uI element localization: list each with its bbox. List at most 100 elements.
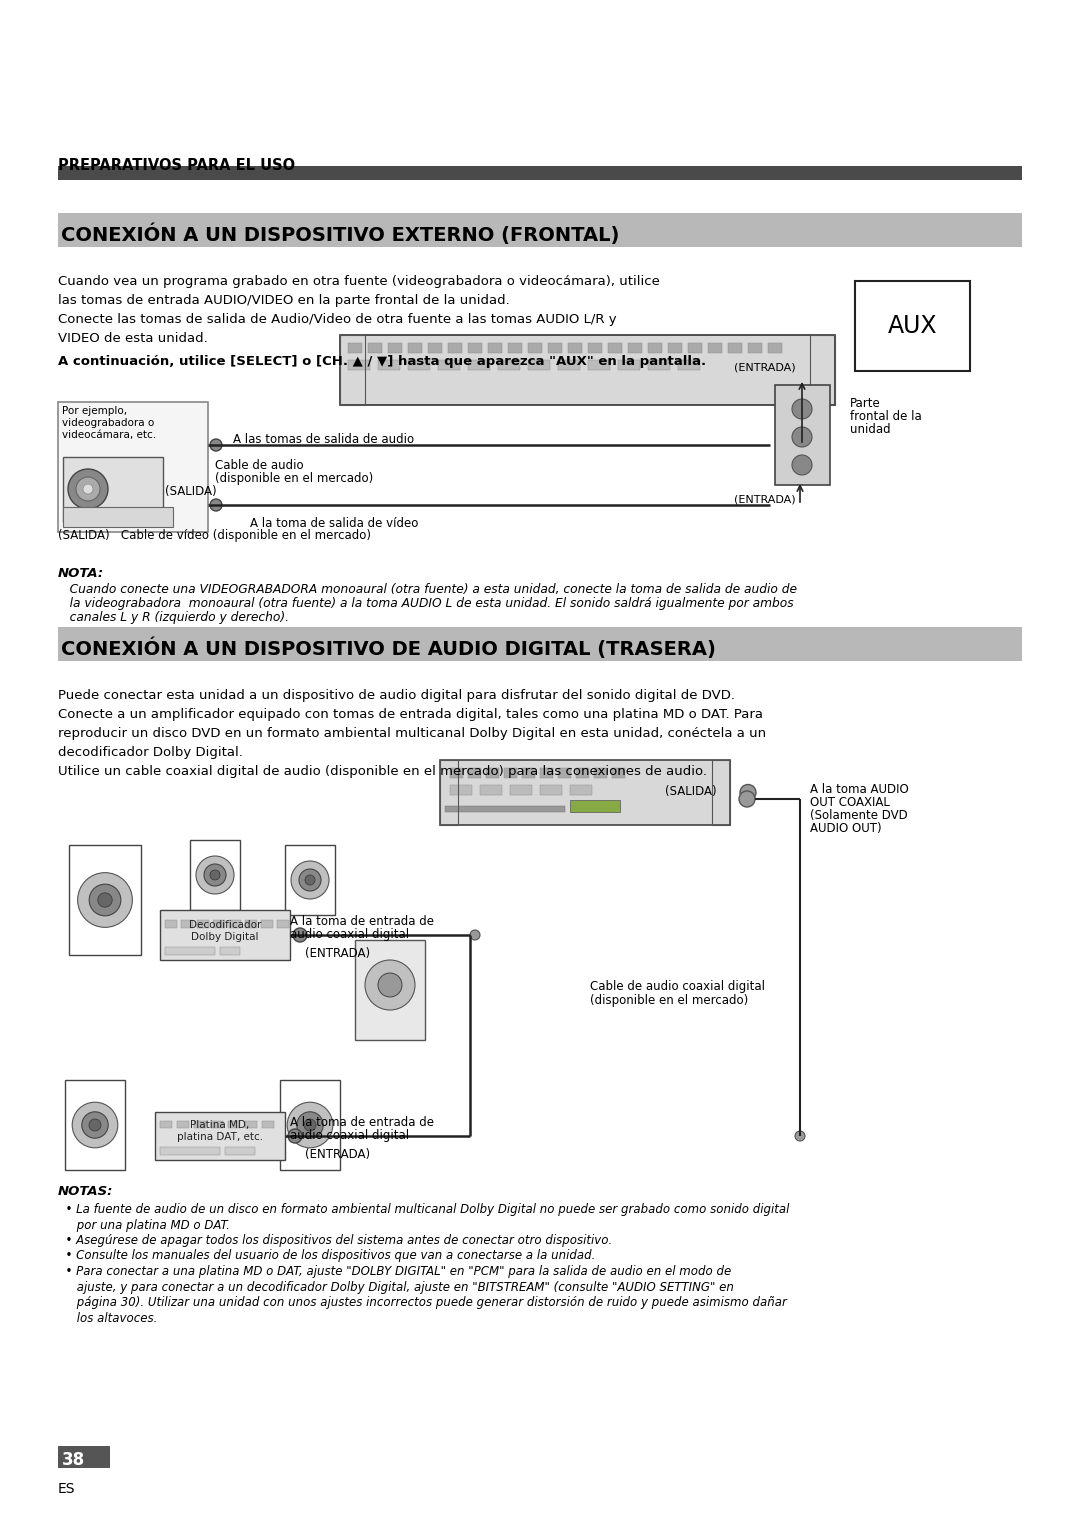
Text: audio coaxial digital: audio coaxial digital bbox=[291, 1129, 409, 1141]
Bar bbox=[378, 361, 400, 370]
Bar bbox=[448, 342, 462, 353]
Circle shape bbox=[72, 1102, 118, 1148]
Bar bbox=[568, 342, 582, 353]
Bar bbox=[229, 920, 241, 927]
Text: 38: 38 bbox=[62, 1452, 85, 1468]
Bar bbox=[58, 626, 1022, 662]
Text: (disponible en el mercado): (disponible en el mercado) bbox=[590, 995, 748, 1007]
Bar bbox=[810, 335, 835, 405]
Circle shape bbox=[82, 1112, 108, 1138]
Circle shape bbox=[305, 876, 315, 885]
Bar bbox=[190, 840, 240, 911]
Text: Cuando vea un programa grabado en otra fuente (videograbadora o videocámara), ut: Cuando vea un programa grabado en otra f… bbox=[58, 275, 660, 287]
Bar bbox=[58, 167, 1022, 180]
Bar bbox=[486, 769, 499, 778]
Circle shape bbox=[210, 869, 220, 880]
Text: AUX: AUX bbox=[888, 313, 937, 338]
Circle shape bbox=[98, 892, 112, 908]
Bar bbox=[58, 402, 208, 532]
Circle shape bbox=[293, 927, 307, 941]
Bar bbox=[285, 845, 335, 915]
Circle shape bbox=[299, 869, 321, 891]
Bar bbox=[388, 342, 402, 353]
Text: CONEXIÓN A UN DISPOSITIVO DE AUDIO DIGITAL (TRASERA): CONEXIÓN A UN DISPOSITIVO DE AUDIO DIGIT… bbox=[60, 637, 716, 659]
Text: (disponible en el mercado): (disponible en el mercado) bbox=[215, 472, 374, 484]
Circle shape bbox=[204, 863, 226, 886]
Text: la videograbadora  monoaural (otra fuente) a la toma AUDIO L de esta unidad. El : la videograbadora monoaural (otra fuente… bbox=[58, 597, 794, 610]
Bar bbox=[468, 361, 490, 370]
Bar bbox=[618, 361, 640, 370]
Circle shape bbox=[76, 477, 100, 501]
Circle shape bbox=[378, 973, 402, 996]
Bar bbox=[558, 361, 580, 370]
Bar bbox=[245, 1122, 257, 1128]
Bar bbox=[262, 1122, 274, 1128]
Bar bbox=[194, 1122, 206, 1128]
Bar bbox=[712, 759, 730, 825]
Bar bbox=[440, 759, 730, 825]
Text: OUT COAXIAL: OUT COAXIAL bbox=[810, 796, 890, 808]
Text: página 30). Utilizar una unidad con unos ajustes incorrectos puede generar disto: página 30). Utilizar una unidad con unos… bbox=[58, 1296, 787, 1309]
Bar bbox=[340, 335, 365, 405]
Bar bbox=[540, 785, 562, 795]
Text: CONEXIÓN A UN DISPOSITIVO EXTERNO (FRONTAL): CONEXIÓN A UN DISPOSITIVO EXTERNO (FRONT… bbox=[60, 223, 619, 244]
Bar bbox=[348, 342, 362, 353]
Text: Puede conectar esta unidad a un dispositivo de audio digital para disfrutar del : Puede conectar esta unidad a un disposit… bbox=[58, 689, 735, 701]
Bar bbox=[450, 785, 472, 795]
Circle shape bbox=[792, 426, 812, 448]
Text: Cable de audio coaxial digital: Cable de audio coaxial digital bbox=[590, 979, 765, 993]
Bar bbox=[58, 1445, 110, 1468]
Text: ES: ES bbox=[58, 1482, 76, 1496]
Text: reproducir un disco DVD en un formato ambiental multicanal Dolby Digital en esta: reproducir un disco DVD en un formato am… bbox=[58, 727, 766, 740]
Text: • Consulte los manuales del usuario de los dispositivos que van a conectarse a l: • Consulte los manuales del usuario de l… bbox=[58, 1250, 595, 1262]
Text: canales L y R (izquierdo y derecho).: canales L y R (izquierdo y derecho). bbox=[58, 611, 289, 623]
Bar bbox=[156, 1112, 285, 1160]
Text: NOTA:: NOTA: bbox=[58, 567, 104, 581]
Circle shape bbox=[78, 872, 133, 927]
Bar bbox=[480, 785, 502, 795]
Circle shape bbox=[287, 1102, 333, 1148]
Circle shape bbox=[470, 931, 480, 940]
Text: (SALIDA): (SALIDA) bbox=[165, 484, 217, 498]
Bar bbox=[708, 342, 723, 353]
Text: (SALIDA)   Cable de vídeo (disponible en el mercado): (SALIDA) Cable de vídeo (disponible en e… bbox=[58, 529, 372, 542]
Bar bbox=[197, 920, 210, 927]
Bar bbox=[440, 759, 730, 825]
Bar bbox=[540, 769, 553, 778]
Bar bbox=[688, 342, 702, 353]
Text: A la toma de salida de vídeo: A la toma de salida de vídeo bbox=[249, 516, 418, 530]
Text: por una platina MD o DAT.: por una platina MD o DAT. bbox=[58, 1218, 230, 1232]
Text: A las tomas de salida de audio: A las tomas de salida de audio bbox=[233, 432, 414, 446]
Text: Dolby Digital: Dolby Digital bbox=[191, 932, 259, 941]
Bar bbox=[220, 947, 240, 955]
Circle shape bbox=[795, 1131, 805, 1141]
Bar bbox=[65, 1080, 125, 1170]
Circle shape bbox=[195, 856, 234, 894]
Text: (SALIDA): (SALIDA) bbox=[665, 785, 717, 798]
Bar bbox=[648, 361, 670, 370]
Bar bbox=[445, 805, 565, 811]
Text: (Solamente DVD: (Solamente DVD bbox=[810, 808, 908, 822]
Bar bbox=[69, 845, 141, 955]
Text: A la toma AUDIO: A la toma AUDIO bbox=[810, 782, 908, 796]
Bar bbox=[165, 920, 177, 927]
Bar bbox=[678, 361, 700, 370]
Bar bbox=[528, 361, 550, 370]
Bar bbox=[468, 342, 482, 353]
Text: VIDEO de esta unidad.: VIDEO de esta unidad. bbox=[58, 332, 207, 345]
Text: Por ejemplo,: Por ejemplo, bbox=[62, 406, 127, 416]
Text: NOTAS:: NOTAS: bbox=[58, 1186, 113, 1198]
Bar bbox=[213, 920, 225, 927]
Bar bbox=[261, 920, 273, 927]
Bar bbox=[588, 361, 610, 370]
Text: las tomas de entrada AUDIO/VIDEO en la parte frontal de la unidad.: las tomas de entrada AUDIO/VIDEO en la p… bbox=[58, 293, 510, 307]
Bar bbox=[340, 335, 835, 405]
Text: Cuando conecte una VIDEOGRABADORA monoaural (otra fuente) a esta unidad, conecte: Cuando conecte una VIDEOGRABADORA monoau… bbox=[58, 584, 797, 596]
Bar bbox=[522, 769, 535, 778]
Text: decodificador Dolby Digital.: decodificador Dolby Digital. bbox=[58, 746, 243, 759]
Bar bbox=[588, 342, 602, 353]
Bar bbox=[160, 1148, 220, 1155]
Bar bbox=[428, 342, 442, 353]
Text: A la toma de entrada de: A la toma de entrada de bbox=[291, 915, 434, 927]
Text: (ENTRADA): (ENTRADA) bbox=[734, 364, 796, 373]
